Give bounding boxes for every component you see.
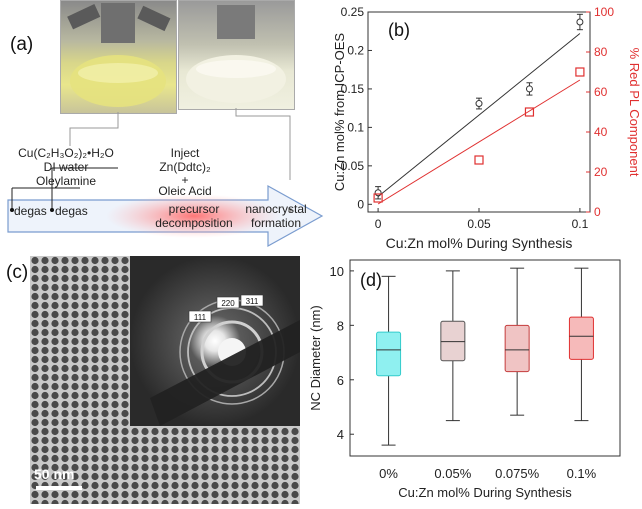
box-y-tick-label: 8 xyxy=(337,318,344,333)
ring-label: 220 xyxy=(221,299,235,308)
y-left-tick-label: 0.05 xyxy=(341,159,365,173)
x-tick-label: 0 xyxy=(375,217,382,231)
box-y-axis-label: NC Diameter (nm) xyxy=(308,305,323,410)
y-left-tick-label: 0.2 xyxy=(347,43,364,57)
ring-label-box xyxy=(188,310,212,323)
icp-data-point xyxy=(374,189,382,197)
panel-c-label: (c) xyxy=(6,262,29,283)
box-y-tick-label: 6 xyxy=(337,373,344,388)
inject-oleic-acid: Oleic Acid xyxy=(158,184,212,198)
flow-connectors xyxy=(7,108,324,248)
y-left-tick-label: 0.25 xyxy=(341,5,365,19)
y-left-tick-label: 0 xyxy=(357,197,364,211)
scale-bar xyxy=(36,486,82,490)
panel-c: 220 311 111 (c) 50 nm xyxy=(0,256,300,504)
panel-b: 0 0.05 0.1 0 0.05 0.1 0.15 0.2 0.25 0 20 40 60 80 10… xyxy=(330,0,642,254)
pl-data-point xyxy=(373,193,383,203)
beam-stopper xyxy=(150,320,300,426)
panel-d: 4 6 8 10 0% 0.05% 0.075% 0.1% (d) NC Diameter … xyxy=(300,254,642,504)
pl-data-point xyxy=(474,155,484,165)
inject-label: Inject xyxy=(170,146,200,160)
panel-a: (a) xyxy=(0,0,330,250)
box xyxy=(440,320,466,362)
y-left-tick-label: 0.1 xyxy=(347,120,364,134)
reagent-copper-acetate: Cu(C₂H₃O₂)₂•H₂O xyxy=(18,146,114,160)
y-right-tick-label: 20 xyxy=(594,165,608,179)
pl-data-point xyxy=(524,107,535,117)
category-label: 0.075% xyxy=(495,466,540,481)
category-label: 0% xyxy=(379,466,398,481)
panel-b-label: (b) xyxy=(388,20,410,40)
icp-data-point xyxy=(525,85,533,93)
x-tick-label: 0.05 xyxy=(467,217,491,231)
inject-plus: + xyxy=(181,173,189,187)
pl-data-point xyxy=(575,67,585,77)
ring-label: 311 xyxy=(246,297,259,306)
fit-line xyxy=(377,33,581,198)
plot-area xyxy=(367,11,591,213)
category-label: 0.05% xyxy=(434,466,471,481)
y-axis-right-label: % Red PL Component xyxy=(627,48,642,177)
flask-photo-white xyxy=(178,0,295,110)
step-degas-2: degas xyxy=(55,204,88,218)
inject-zinc-precursor: Zn(Ddtc)₂ xyxy=(159,160,211,174)
panel-a-label: (a) xyxy=(10,34,34,55)
fit-line xyxy=(377,79,581,205)
box-y-tick-label: 4 xyxy=(337,427,344,442)
ring-label-box xyxy=(240,294,264,307)
y-right-tick-label: 40 xyxy=(594,125,608,139)
panel-d-label: (d) xyxy=(360,270,382,290)
y-axis-left-label: Cu:Zn mol% from ICP-OES xyxy=(332,33,347,192)
step-nanocrystal-formation: nanocrystal formation xyxy=(245,202,307,230)
flask-photo-yellow xyxy=(60,0,177,114)
box-x-axis-label: Cu:Zn mol% During Synthesis xyxy=(398,485,572,500)
y-right-tick-label: 100 xyxy=(594,5,614,19)
reagent-oleylamine: Oleylamine xyxy=(35,174,97,188)
box-y-tick-label: 10 xyxy=(330,264,344,279)
scale-bar-label: 50 nm xyxy=(34,466,75,482)
diameter-box-chart: 4 6 8 10 0% 0.05% 0.075% 0.1% (d) NC Diameter … xyxy=(308,259,621,500)
reagent-di-water: DI water xyxy=(43,160,89,174)
box xyxy=(376,331,402,377)
icp-data-point xyxy=(475,100,483,108)
category-label: 0.1% xyxy=(567,466,597,481)
y-right-tick-label: 60 xyxy=(594,85,608,99)
y-right-tick-label: 80 xyxy=(594,45,608,59)
box xyxy=(504,324,530,373)
ring-label-box xyxy=(216,296,240,309)
step-degas-1: degas xyxy=(14,204,47,218)
box xyxy=(568,316,594,360)
x-tick-label: 0.1 xyxy=(572,217,589,231)
y-right-tick-label: 0 xyxy=(594,205,601,219)
tem-image: 220 311 111 xyxy=(0,256,300,504)
step-precursor-decomposition: precursor decomposition xyxy=(155,202,233,230)
x-axis-label: Cu:Zn mol% During Synthesis xyxy=(386,235,573,251)
icp-data-point xyxy=(576,18,584,26)
icp-pl-scatter-chart: 0 0.05 0.1 0 0.05 0.1 0.15 0.2 0.25 0 20 40 60 80 10… xyxy=(332,5,642,251)
y-left-tick-label: 0.15 xyxy=(341,82,365,96)
ring-label: 111 xyxy=(194,313,207,322)
